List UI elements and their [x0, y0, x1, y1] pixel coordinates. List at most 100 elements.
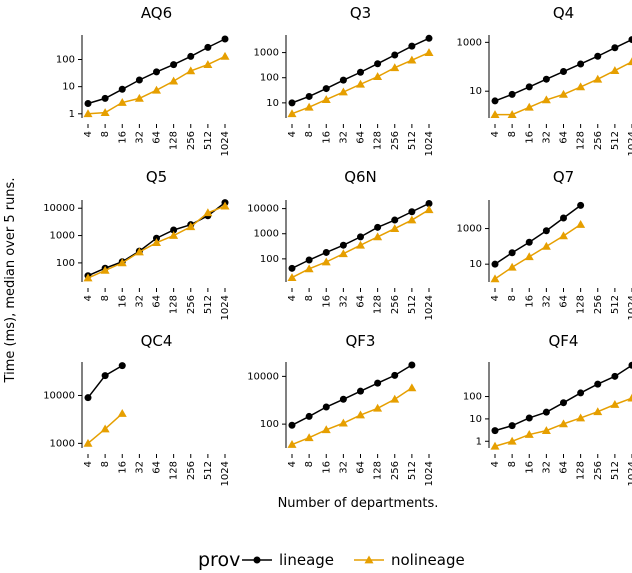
x-tick-label: 8 — [304, 461, 315, 467]
legend-label: lineage — [279, 551, 334, 569]
panel-title: Q3 — [350, 4, 371, 22]
x-tick-label: 1024 — [627, 295, 632, 320]
x-tick-label: 64 — [356, 461, 367, 474]
y-tick-label: 100 — [260, 419, 279, 430]
panel-title: AQ6 — [141, 4, 172, 22]
marker — [100, 265, 110, 274]
marker — [560, 399, 567, 407]
marker — [491, 97, 499, 105]
marker — [170, 61, 178, 69]
marker — [424, 48, 434, 56]
x-tick-label: 4 — [83, 131, 94, 137]
marker — [560, 214, 567, 222]
marker — [390, 63, 400, 72]
y-tick-label: 1 — [69, 109, 75, 120]
x-tick-label: 128 — [169, 295, 180, 314]
x-tick-label: 128 — [373, 131, 384, 150]
panel-title: QC4 — [141, 332, 173, 350]
y-tick-label: 1000 — [457, 224, 482, 235]
marker — [576, 413, 586, 422]
marker — [186, 222, 196, 231]
x-tick-label: 256 — [390, 131, 401, 150]
marker — [408, 42, 416, 50]
marker — [491, 427, 499, 435]
marker — [490, 110, 500, 118]
panel-title: Q6N — [344, 168, 377, 186]
x-tick-label: 256 — [186, 295, 197, 314]
marker — [304, 433, 314, 442]
marker — [491, 260, 499, 268]
x-tick-label: 16 — [117, 131, 128, 144]
x-tick-label: 4 — [83, 461, 94, 467]
x-tick-label: 32 — [134, 461, 145, 474]
marker — [356, 410, 365, 419]
marker — [305, 256, 313, 264]
x-tick-label: 8 — [304, 295, 315, 301]
marker — [390, 224, 400, 232]
x-tick-label: 64 — [559, 295, 570, 308]
marker — [220, 201, 230, 210]
marker — [203, 60, 213, 68]
y-tick-label: 100 — [260, 254, 279, 265]
marker — [221, 35, 229, 43]
x-tick-label: 8 — [100, 461, 111, 467]
marker — [507, 262, 517, 271]
x-tick-label: 32 — [134, 295, 145, 308]
marker — [357, 68, 364, 76]
x-tick-label: 512 — [203, 295, 214, 314]
x-tick-label: 512 — [610, 295, 621, 314]
x-tick-label: 512 — [407, 461, 418, 480]
marker — [118, 362, 126, 370]
marker — [339, 241, 347, 249]
marker — [220, 51, 230, 60]
y-tick-label: 1000 — [254, 48, 279, 59]
marker — [373, 403, 383, 412]
x-tick-label: 16 — [524, 295, 535, 308]
marker — [524, 430, 534, 438]
marker — [627, 393, 632, 402]
marker — [424, 205, 434, 214]
x-tick-label: 128 — [576, 295, 587, 314]
marker — [594, 380, 602, 388]
marker — [391, 371, 399, 379]
marker — [117, 409, 127, 417]
marker — [169, 231, 179, 239]
y-tick-label: 10000 — [247, 204, 279, 215]
marker — [407, 383, 417, 392]
marker — [559, 419, 568, 428]
marker — [339, 395, 347, 403]
y-tick-label: 10000 — [43, 390, 75, 401]
x-tick-label: 32 — [134, 131, 145, 144]
marker — [507, 436, 517, 445]
marker — [305, 412, 313, 420]
x-tick-label: 16 — [321, 461, 332, 474]
x-tick-label: 256 — [390, 461, 401, 480]
x-tick-label: 4 — [490, 131, 501, 137]
marker — [541, 241, 551, 250]
x-tick-label: 64 — [152, 131, 163, 144]
marker — [338, 249, 348, 258]
x-tick-label: 8 — [304, 131, 315, 137]
marker — [391, 51, 399, 59]
marker — [628, 36, 632, 44]
x-tick-label: 128 — [169, 461, 180, 480]
x-tick-label: 8 — [507, 461, 518, 467]
marker — [542, 408, 550, 416]
marker — [524, 102, 534, 111]
y-tick-label: 100 — [56, 258, 75, 269]
series-line — [87, 55, 226, 115]
marker — [374, 223, 382, 231]
marker — [577, 60, 585, 68]
marker — [507, 110, 517, 118]
series-line — [87, 364, 123, 399]
marker — [101, 94, 109, 102]
marker — [83, 109, 93, 118]
x-tick-label: 512 — [203, 461, 214, 480]
y-axis-label: Time (ms), median over 5 runs. — [3, 178, 18, 384]
marker — [134, 247, 144, 256]
x-tick-label: 64 — [559, 131, 570, 144]
marker — [541, 95, 551, 104]
y-tick-label: 1 — [476, 436, 482, 447]
marker — [391, 216, 399, 224]
